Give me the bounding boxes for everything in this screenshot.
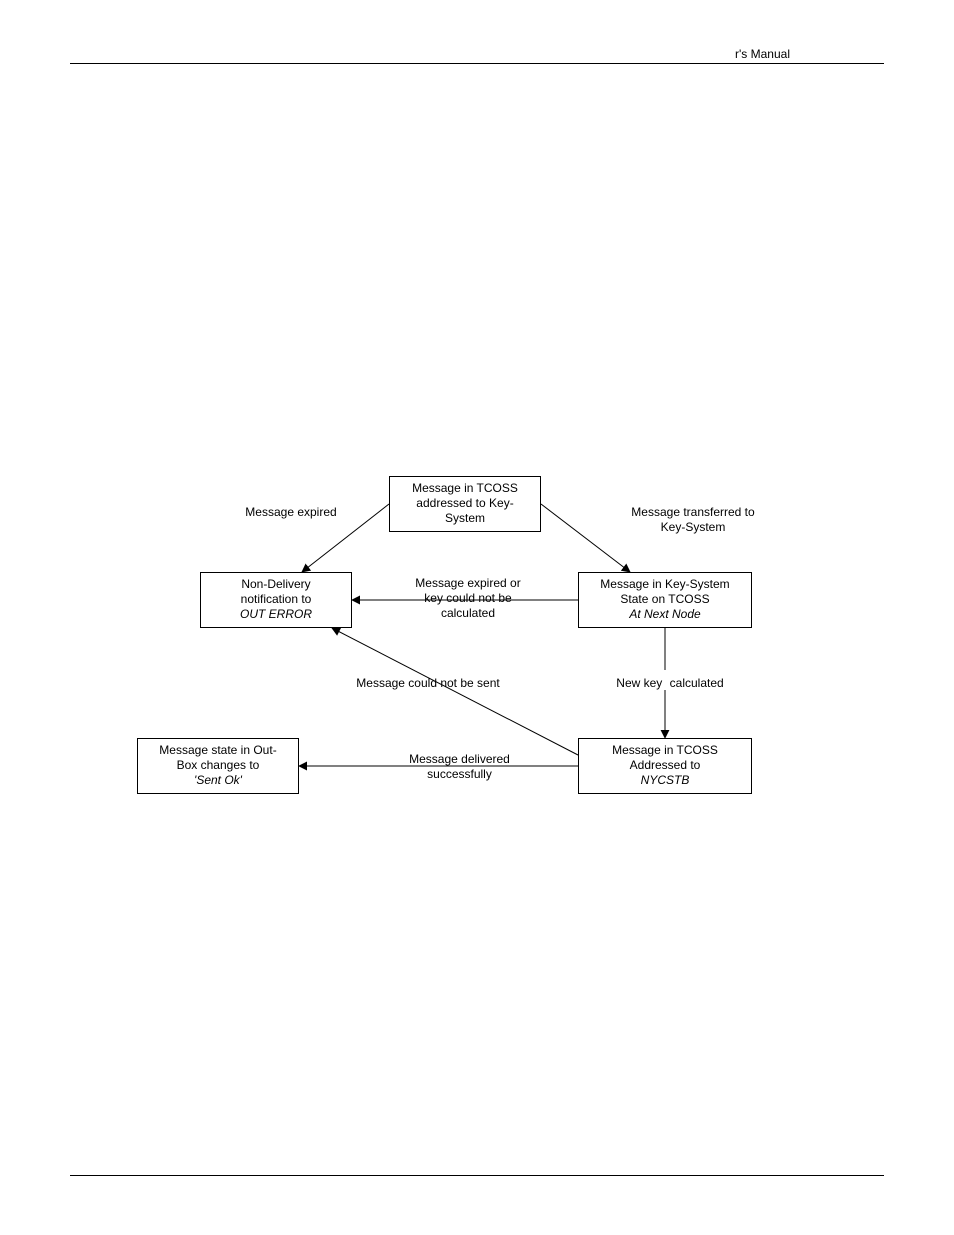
node-nondelivery: Non-Delivery notification to OUT ERROR	[200, 572, 352, 628]
edge-addressed-nondelivery	[332, 628, 578, 755]
node-top-l3: System	[445, 511, 485, 525]
page: r's Manual Message in TCOSS addressed to…	[0, 0, 954, 1235]
node-top-l1: Message in TCOSS	[412, 481, 518, 495]
node-keystate: Message in Key-System State on TCOSS At …	[578, 572, 752, 628]
node-nondelivery-l1: Non-Delivery	[241, 577, 310, 591]
node-sentok-l2: Box changes to	[177, 758, 260, 772]
label-message-expired: Message expired	[226, 505, 356, 520]
label-delivered-successfully: Message deliveredsuccessfully	[377, 752, 542, 782]
label-message-expired-or-key: Message expired orkey could not becalcul…	[393, 576, 543, 621]
node-sentok-l3: 'Sent Ok'	[194, 773, 242, 787]
rule-top	[70, 63, 884, 64]
rule-bottom	[70, 1175, 884, 1176]
node-addressed-l2: Addressed to	[630, 758, 701, 772]
header-right: r's Manual	[735, 47, 790, 61]
node-top: Message in TCOSS addressed to Key- Syste…	[389, 476, 541, 532]
node-addressed-l1: Message in TCOSS	[612, 743, 718, 757]
node-nondelivery-l2: notification to	[241, 592, 312, 606]
node-keystate-l1: Message in Key-System	[600, 577, 729, 591]
label-new-key-calculated: New key calculated	[600, 676, 740, 691]
node-addressed: Message in TCOSS Addressed to NYCSTB	[578, 738, 752, 794]
node-sentok: Message state in Out- Box changes to 'Se…	[137, 738, 299, 794]
node-nondelivery-l3: OUT ERROR	[240, 607, 312, 621]
node-sentok-l1: Message state in Out-	[159, 743, 276, 757]
label-could-not-be-sent: Message could not be sent	[328, 676, 528, 691]
node-keystate-l2: State on TCOSS	[620, 592, 709, 606]
node-addressed-l3: NYCSTB	[641, 773, 690, 787]
node-top-l2: addressed to Key-	[416, 496, 513, 510]
label-message-transferred: Message transferred toKey-System	[603, 505, 783, 535]
node-keystate-l3: At Next Node	[629, 607, 700, 621]
